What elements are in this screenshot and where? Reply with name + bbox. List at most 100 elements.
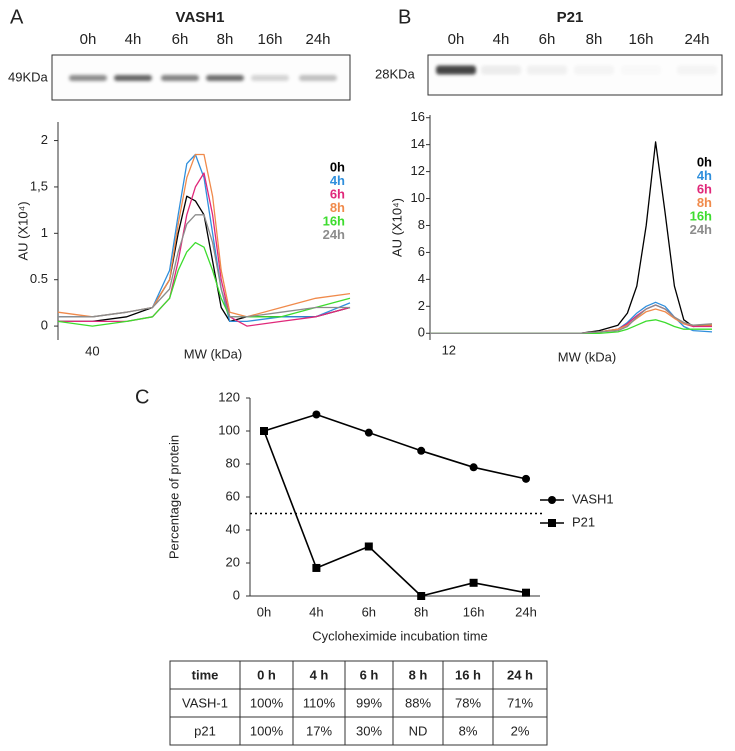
table-cell: 100% bbox=[250, 695, 284, 710]
x-tick-label: 16h bbox=[463, 604, 485, 619]
y-tick-label: 16 bbox=[411, 109, 425, 124]
panel-label: A bbox=[10, 6, 24, 28]
series-line bbox=[263, 430, 527, 597]
table-header: 6 h bbox=[360, 667, 379, 682]
legend-label: 16h bbox=[323, 213, 345, 228]
series-line bbox=[430, 301, 713, 334]
legend-label: 6h bbox=[697, 181, 712, 196]
y-axis-title: Percentage of protein bbox=[166, 435, 181, 559]
legend-marker bbox=[548, 519, 556, 527]
lane-label: 0h bbox=[80, 31, 97, 48]
y-tick-label: 2 bbox=[418, 298, 425, 313]
legend-label: VASH1 bbox=[572, 491, 614, 506]
table-cell: 17% bbox=[306, 723, 332, 738]
x-tick-label: 4h bbox=[309, 604, 323, 619]
blot-frame bbox=[427, 54, 723, 96]
y-axis-title: AU (X10⁴) bbox=[389, 198, 404, 257]
y-tick-label: 120 bbox=[218, 389, 240, 404]
x-axis-title: MW (kDa) bbox=[558, 349, 617, 364]
table-header: 0 h bbox=[257, 667, 276, 682]
y-tick-label: 100 bbox=[218, 422, 240, 437]
table-header: 4 h bbox=[310, 667, 329, 682]
lane-label: 0h bbox=[448, 31, 465, 48]
legend-label: 24h bbox=[323, 227, 345, 242]
table-header: time bbox=[192, 667, 219, 682]
marker bbox=[312, 410, 321, 419]
band bbox=[69, 75, 107, 81]
table-cell: 110% bbox=[303, 695, 336, 710]
band bbox=[251, 75, 289, 81]
legend-label: 8h bbox=[330, 200, 345, 215]
marker bbox=[312, 563, 321, 572]
x-tick-label: 40 bbox=[85, 343, 99, 358]
lane-label: 24h bbox=[305, 31, 330, 48]
x-tick-label: 6h bbox=[362, 604, 376, 619]
marker bbox=[469, 463, 478, 472]
band bbox=[299, 75, 337, 81]
table-cell: 78% bbox=[455, 695, 481, 710]
lane-label: 24h bbox=[684, 31, 709, 48]
marker bbox=[260, 427, 268, 435]
band bbox=[574, 65, 614, 75]
y-tick-label: 12 bbox=[411, 163, 425, 178]
table-cell: 71% bbox=[507, 695, 533, 710]
lane-label: 6h bbox=[539, 31, 556, 48]
legend-label: 0h bbox=[330, 159, 345, 174]
series-line bbox=[430, 319, 712, 334]
band bbox=[206, 75, 244, 81]
panel-label: B bbox=[398, 6, 411, 28]
y-tick-label: 4 bbox=[418, 271, 425, 286]
blot-title: P21 bbox=[557, 9, 584, 26]
y-tick-label: 8 bbox=[418, 217, 425, 232]
series-line bbox=[58, 172, 351, 327]
marker bbox=[522, 588, 530, 597]
lane-label: 4h bbox=[125, 31, 142, 48]
table-frame bbox=[169, 660, 548, 746]
table-cell: 88% bbox=[405, 695, 431, 710]
table-cell: ND bbox=[409, 723, 428, 738]
x-tick-label: 0h bbox=[257, 604, 271, 619]
table-header: 24 h bbox=[507, 667, 533, 682]
table-cell: 2% bbox=[511, 723, 530, 738]
legend-label: 6h bbox=[330, 186, 345, 201]
lane-label: 8h bbox=[586, 31, 603, 48]
legend-marker bbox=[548, 496, 556, 504]
x-tick-label: 24h bbox=[515, 604, 537, 619]
table-cell: p21 bbox=[194, 723, 216, 738]
y-tick-label: 20 bbox=[226, 554, 240, 569]
lane-label: 8h bbox=[217, 31, 234, 48]
band bbox=[114, 75, 152, 81]
lane-label: 6h bbox=[172, 31, 189, 48]
legend-label: 16h bbox=[690, 208, 712, 223]
band bbox=[436, 65, 476, 75]
series-line bbox=[58, 153, 351, 323]
series-line bbox=[57, 241, 351, 327]
marker bbox=[364, 542, 373, 551]
panel-label: C bbox=[135, 386, 149, 408]
table-header: 8 h bbox=[409, 667, 428, 682]
blot-title: VASH1 bbox=[176, 9, 225, 26]
size-marker: 28KDa bbox=[375, 66, 416, 81]
lane-label: 16h bbox=[628, 31, 653, 48]
series-line bbox=[430, 304, 712, 334]
marker bbox=[364, 428, 373, 437]
marker bbox=[417, 592, 426, 600]
y-tick-label: 2 bbox=[41, 132, 48, 147]
band bbox=[621, 66, 661, 75]
x-tick-label: 12 bbox=[442, 342, 456, 357]
legend-label: 4h bbox=[697, 168, 712, 183]
lane-label: 16h bbox=[257, 31, 282, 48]
legend-label: P21 bbox=[572, 514, 595, 529]
band bbox=[677, 65, 717, 75]
y-axis-title: AU (X10⁴) bbox=[15, 201, 30, 260]
legend-label: 0h bbox=[697, 154, 712, 169]
series-line bbox=[430, 141, 713, 334]
y-tick-label: 0 bbox=[41, 318, 48, 333]
table-cell: 99% bbox=[356, 695, 382, 710]
size-marker: 49KDa bbox=[8, 69, 49, 84]
y-tick-label: 0 bbox=[233, 587, 240, 602]
table-header: 16 h bbox=[455, 667, 481, 682]
marker bbox=[522, 474, 530, 483]
